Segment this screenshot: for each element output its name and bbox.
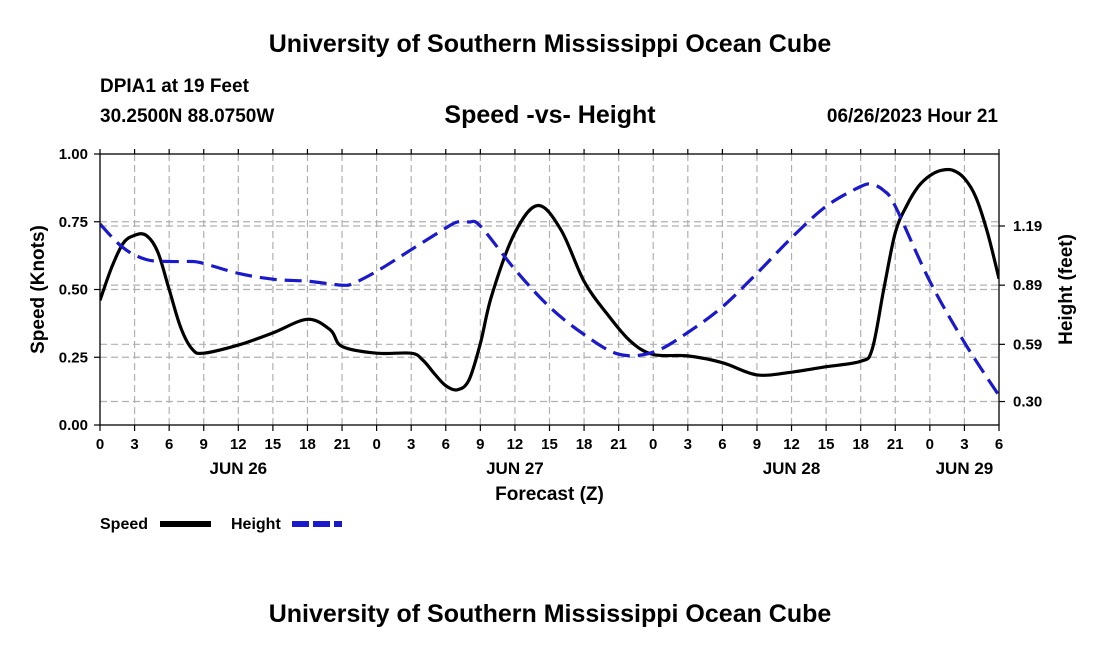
x-tick-label: 15 bbox=[818, 436, 835, 453]
x-tick-label: 0 bbox=[96, 436, 104, 453]
x-tick-label: 9 bbox=[200, 436, 208, 453]
x-tick-label: 0 bbox=[372, 436, 380, 453]
chart-title: University of Southern Mississippi Ocean… bbox=[268, 30, 832, 58]
height-series-line bbox=[100, 182, 999, 397]
legend-height-label: Height bbox=[231, 516, 281, 533]
x-tick-label: 3 bbox=[130, 436, 138, 453]
y2-tick-label: 0.59 bbox=[1013, 336, 1042, 353]
chart-subtitle: Speed -vs- Height bbox=[444, 101, 656, 129]
station-label: DPIA1 at 19 Feet bbox=[100, 76, 249, 97]
x-tick-label: 21 bbox=[610, 436, 627, 453]
date-label: JUN 29 bbox=[936, 459, 994, 478]
speed-series-line bbox=[100, 167, 999, 392]
x-tick-label: 9 bbox=[753, 436, 761, 453]
coordinates-label: 30.2500N 88.0750W bbox=[100, 106, 275, 127]
x-tick-label: 6 bbox=[995, 436, 1003, 453]
x-tick-label: 3 bbox=[684, 436, 692, 453]
label-layer: 0 3 6 9 12 15 18 21 0 3 6 9 12 15 18 21 0 3 6 9 12 15 18 21 0 3 6 0… bbox=[28, 146, 1077, 505]
y-tick-label: 0.75 bbox=[59, 214, 88, 231]
x-tick-label: 15 bbox=[541, 436, 558, 453]
y2-tick-label: 1.19 bbox=[1013, 218, 1042, 235]
x-tick-label: 6 bbox=[442, 436, 450, 453]
x-tick-label: 12 bbox=[783, 436, 800, 453]
legend-speed-label: Speed bbox=[100, 516, 148, 533]
x-tick-label: 21 bbox=[887, 436, 904, 453]
grid-layer bbox=[100, 154, 999, 425]
series-layer bbox=[100, 167, 999, 397]
date-label: JUN 27 bbox=[486, 459, 544, 478]
x-tick-label: 6 bbox=[165, 436, 173, 453]
x-tick-label: 3 bbox=[960, 436, 968, 453]
legend: Speed Height bbox=[100, 516, 342, 533]
x-tick-label: 18 bbox=[852, 436, 869, 453]
y-tick-label: 0.50 bbox=[59, 282, 88, 299]
y2-tick-label: 0.89 bbox=[1013, 277, 1042, 294]
x-axis-label: Forecast (Z) bbox=[495, 484, 604, 505]
x-tick-label: 0 bbox=[926, 436, 934, 453]
footer-title: University of Southern Mississippi Ocean… bbox=[268, 600, 832, 628]
y-axis-label: Speed (Knots) bbox=[28, 225, 49, 354]
x-tick-label: 18 bbox=[299, 436, 316, 453]
y2-tick-label: 0.30 bbox=[1013, 394, 1042, 411]
y-tick-label: 0.00 bbox=[59, 417, 88, 434]
date-label: JUN 28 bbox=[763, 459, 821, 478]
x-tick-label: 9 bbox=[476, 436, 484, 453]
x-tick-label: 12 bbox=[507, 436, 524, 453]
x-tick-label: 15 bbox=[265, 436, 282, 453]
forecast-datetime: 06/26/2023 Hour 21 bbox=[826, 106, 998, 127]
x-tick-label: 12 bbox=[230, 436, 247, 453]
y-tick-label: 1.00 bbox=[59, 146, 88, 163]
x-tick-label: 6 bbox=[718, 436, 726, 453]
x-tick-label: 3 bbox=[407, 436, 415, 453]
y2-axis-label: Height (feet) bbox=[1056, 234, 1077, 345]
x-tick-label: 21 bbox=[334, 436, 351, 453]
x-tick-label: 0 bbox=[649, 436, 657, 453]
axis-layer bbox=[94, 149, 1005, 431]
date-label: JUN 26 bbox=[209, 459, 267, 478]
x-tick-label: 18 bbox=[576, 436, 593, 453]
y-tick-label: 0.25 bbox=[59, 349, 88, 366]
